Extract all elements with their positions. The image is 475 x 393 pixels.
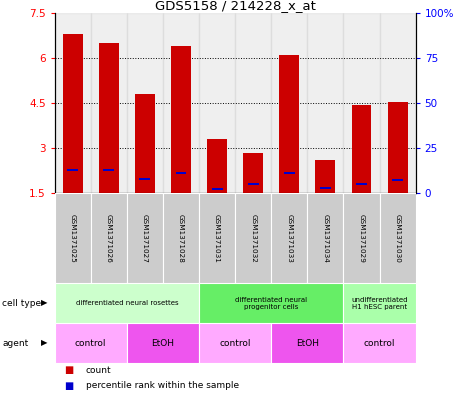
Bar [163,13,199,193]
Text: GSM1371026: GSM1371026 [106,213,112,263]
Text: control: control [219,338,251,347]
Bar [140,178,150,180]
Bar [380,13,416,193]
Bar [55,13,91,193]
Bar [67,169,78,171]
Text: ■: ■ [64,365,73,375]
Bar [171,46,191,193]
Bar [176,172,186,174]
Text: GSM1371032: GSM1371032 [250,213,256,263]
Bar [127,13,163,193]
Text: cell type: cell type [2,299,41,307]
Bar [91,193,127,283]
Bar [248,183,258,185]
Text: ▶: ▶ [41,299,48,307]
Text: EtOH: EtOH [152,338,174,347]
Bar [127,323,199,363]
Bar [315,160,335,193]
Bar [207,139,227,193]
Bar [199,323,271,363]
Bar [91,13,127,193]
Text: differentiated neural
progenitor cells: differentiated neural progenitor cells [235,296,307,310]
Bar [55,323,127,363]
Text: GSM1371027: GSM1371027 [142,213,148,263]
Text: GSM1371031: GSM1371031 [214,213,220,263]
Text: GSM1371033: GSM1371033 [286,213,292,263]
Bar [55,283,199,323]
Bar [271,193,307,283]
Bar [343,323,416,363]
Bar [343,13,380,193]
Bar [199,193,235,283]
Bar [307,13,343,193]
Bar [307,193,343,283]
Text: GSM1371029: GSM1371029 [359,213,364,263]
Text: differentiated neural rosettes: differentiated neural rosettes [76,300,178,306]
Bar [271,323,343,363]
Text: count: count [86,366,111,375]
Bar [235,193,271,283]
Bar [243,152,263,193]
Bar [235,13,271,193]
Bar [388,101,408,193]
Text: undifferentiated
H1 hESC parent: undifferentiated H1 hESC parent [352,296,408,310]
Bar [212,188,222,191]
Bar [380,193,416,283]
Bar [199,13,235,193]
Bar [279,55,299,193]
Bar [352,105,371,193]
Bar [271,13,307,193]
Bar [163,193,199,283]
Bar [199,283,343,323]
Bar [135,94,155,193]
Bar [343,193,380,283]
Bar [284,172,294,174]
Text: agent: agent [2,338,28,347]
Text: GSM1371034: GSM1371034 [323,213,328,263]
Text: EtOH: EtOH [296,338,319,347]
Text: ■: ■ [64,380,73,391]
Bar [63,34,83,193]
Bar [392,179,403,182]
Text: GSM1371028: GSM1371028 [178,213,184,263]
Bar [320,187,331,189]
Text: ▶: ▶ [41,338,48,347]
Bar [99,43,119,193]
Text: percentile rank within the sample: percentile rank within the sample [86,381,238,390]
Text: GSM1371025: GSM1371025 [70,213,76,263]
Text: control: control [364,338,395,347]
Bar [104,169,114,171]
Title: GDS5158 / 214228_x_at: GDS5158 / 214228_x_at [155,0,315,12]
Bar [55,193,91,283]
Bar [343,283,416,323]
Text: GSM1371030: GSM1371030 [395,213,400,263]
Bar [127,193,163,283]
Text: control: control [75,338,106,347]
Bar [356,183,367,185]
